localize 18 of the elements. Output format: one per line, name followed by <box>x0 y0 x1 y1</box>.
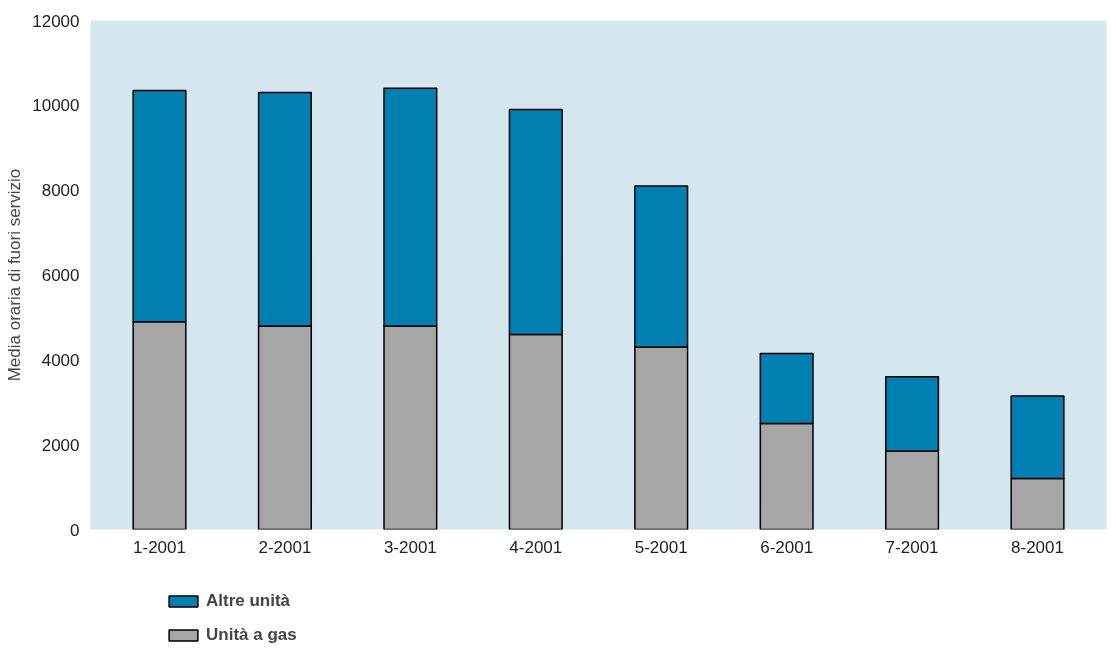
x-tick-label: 2-2001 <box>258 537 312 557</box>
x-tick-label: 7-2001 <box>885 537 939 557</box>
y-tick-label: 12000 <box>32 11 80 31</box>
y-tick-label: 6000 <box>41 266 80 285</box>
x-tick-label: 3-2001 <box>383 537 437 557</box>
x-tick-label: 5-2001 <box>634 537 688 557</box>
legend-label: Unità a gas <box>206 625 297 645</box>
x-tick-label: 4-2001 <box>509 537 563 557</box>
y-tick-label: 4000 <box>41 350 80 370</box>
y-tick-label: 8000 <box>41 181 80 201</box>
x-tick-label: 6-2001 <box>760 537 814 557</box>
y-axis-title: Media oraria di fuori servizio <box>5 168 25 382</box>
y-tick-label: 2000 <box>41 435 80 455</box>
legend-label: Altre unità <box>206 591 291 611</box>
x-tick-label: 8-2001 <box>1011 537 1064 557</box>
y-tick-label: 0 <box>70 520 80 540</box>
x-tick-label: 1-2001 <box>133 537 186 557</box>
y-tick-label: 10000 <box>32 96 80 116</box>
